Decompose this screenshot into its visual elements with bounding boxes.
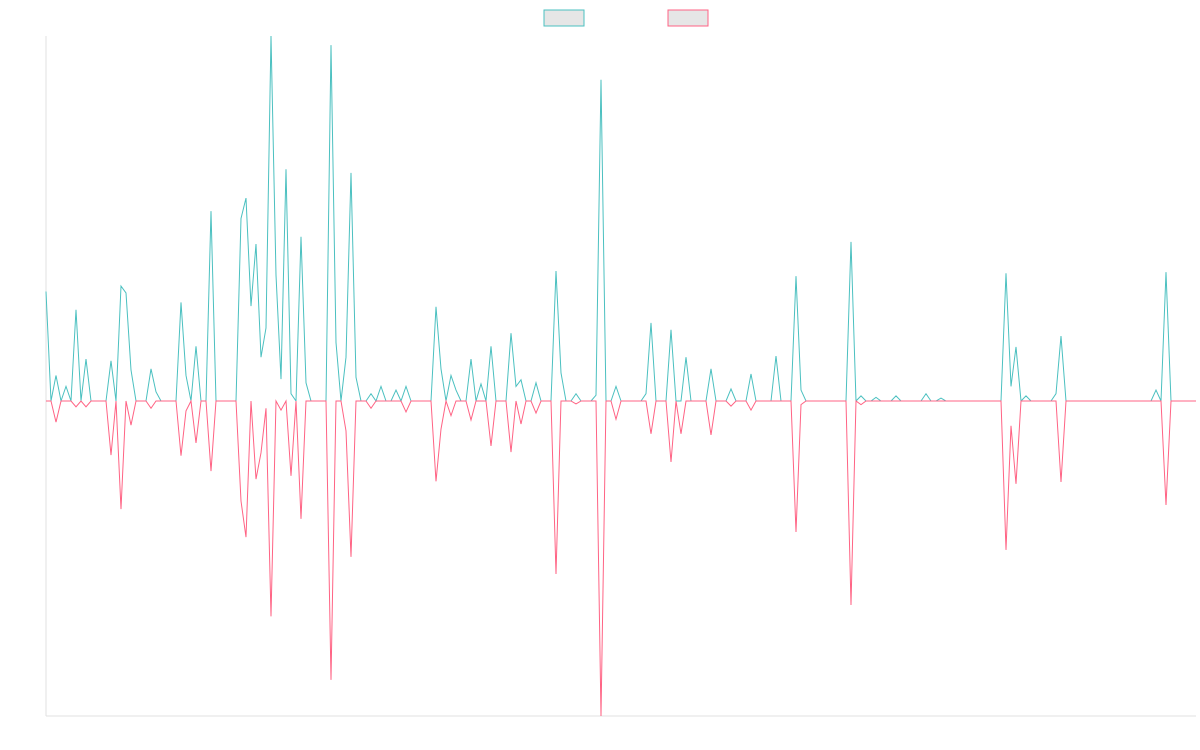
series-line <box>46 399 1196 717</box>
legend-swatch <box>667 9 709 27</box>
legend-swatch <box>543 9 585 27</box>
series-line <box>45 35 1196 403</box>
